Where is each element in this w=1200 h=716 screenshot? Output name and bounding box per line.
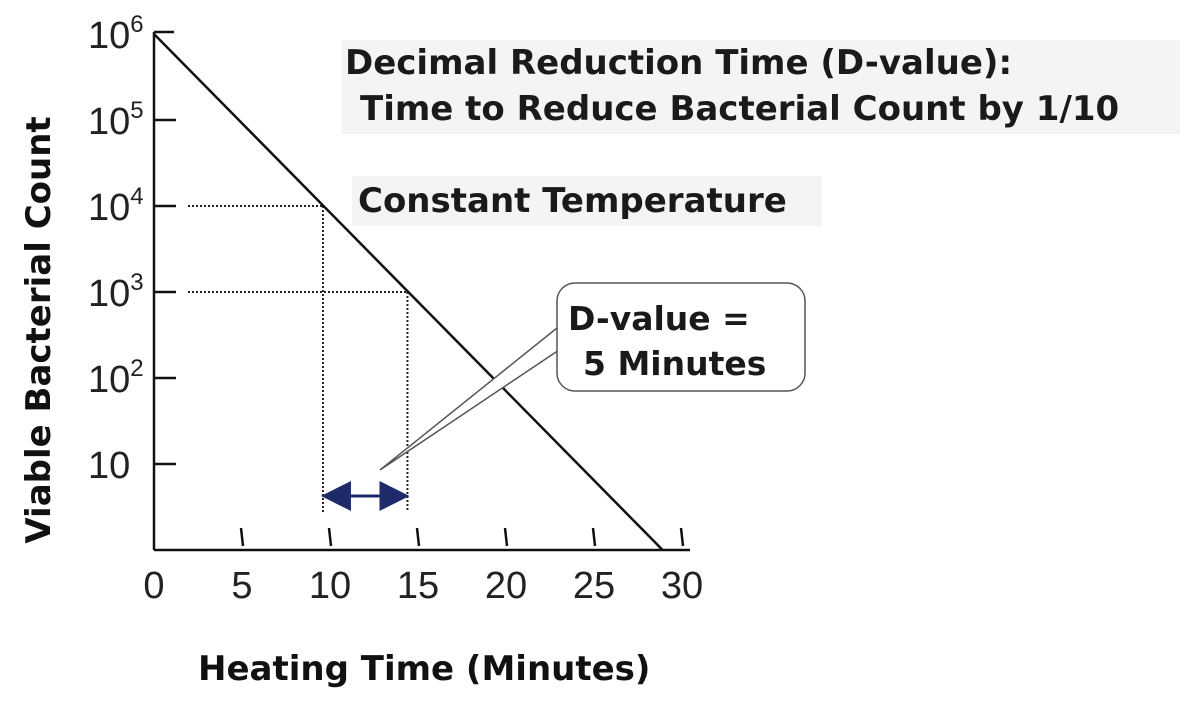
x-tick-label: 20 [485,565,527,607]
x-tick-mark [327,527,333,547]
chart-title-line2: Time to Reduce Bacterial Count by 1/10 [360,89,1119,129]
title-background [342,40,1180,134]
chart-subtitle: Constant Temperature [358,181,787,221]
x-tick-mark [591,527,597,547]
subtitle-background [352,176,822,226]
chart-title-line1: Decimal Reduction Time (D-value): [345,43,1012,83]
callout-pointer [379,327,563,471]
callout-pointer-mask [558,326,565,350]
callout-box [556,282,806,392]
y-tick-label: 105 [88,97,144,143]
y-tick-label: 106 [88,11,144,57]
x-tick-mark [679,527,685,547]
d-value-callout: D-value = 5 Minutes [379,282,806,471]
x-tick-label: 0 [143,565,164,607]
x-axis-ticks: 0 5 10 15 20 25 30 [143,527,703,607]
survival-curve-line [153,33,664,551]
y-tick-label: 10 [88,445,130,487]
y-axis-ticks: 10 102 103 104 105 106 [88,11,176,487]
x-tick-label: 25 [573,565,615,607]
x-tick-mark [503,527,509,547]
callout-line2: 5 Minutes [583,344,766,383]
x-tick-label: 30 [661,565,703,607]
guide-lines [188,205,409,512]
callout-line1: D-value = [568,299,750,338]
y-tick-label: 103 [88,269,144,315]
x-tick-mark [415,527,421,547]
x-axis-title: Heating Time (Minutes) [198,649,650,689]
y-axis-title: Viable Bacterial Count [19,116,59,543]
y-tick-label: 104 [88,183,144,229]
x-tick-label: 10 [309,565,351,607]
x-tick-mark [239,527,245,547]
y-tick-label: 102 [88,355,144,401]
x-tick-label: 15 [397,565,439,607]
x-tick-label: 5 [231,565,252,607]
